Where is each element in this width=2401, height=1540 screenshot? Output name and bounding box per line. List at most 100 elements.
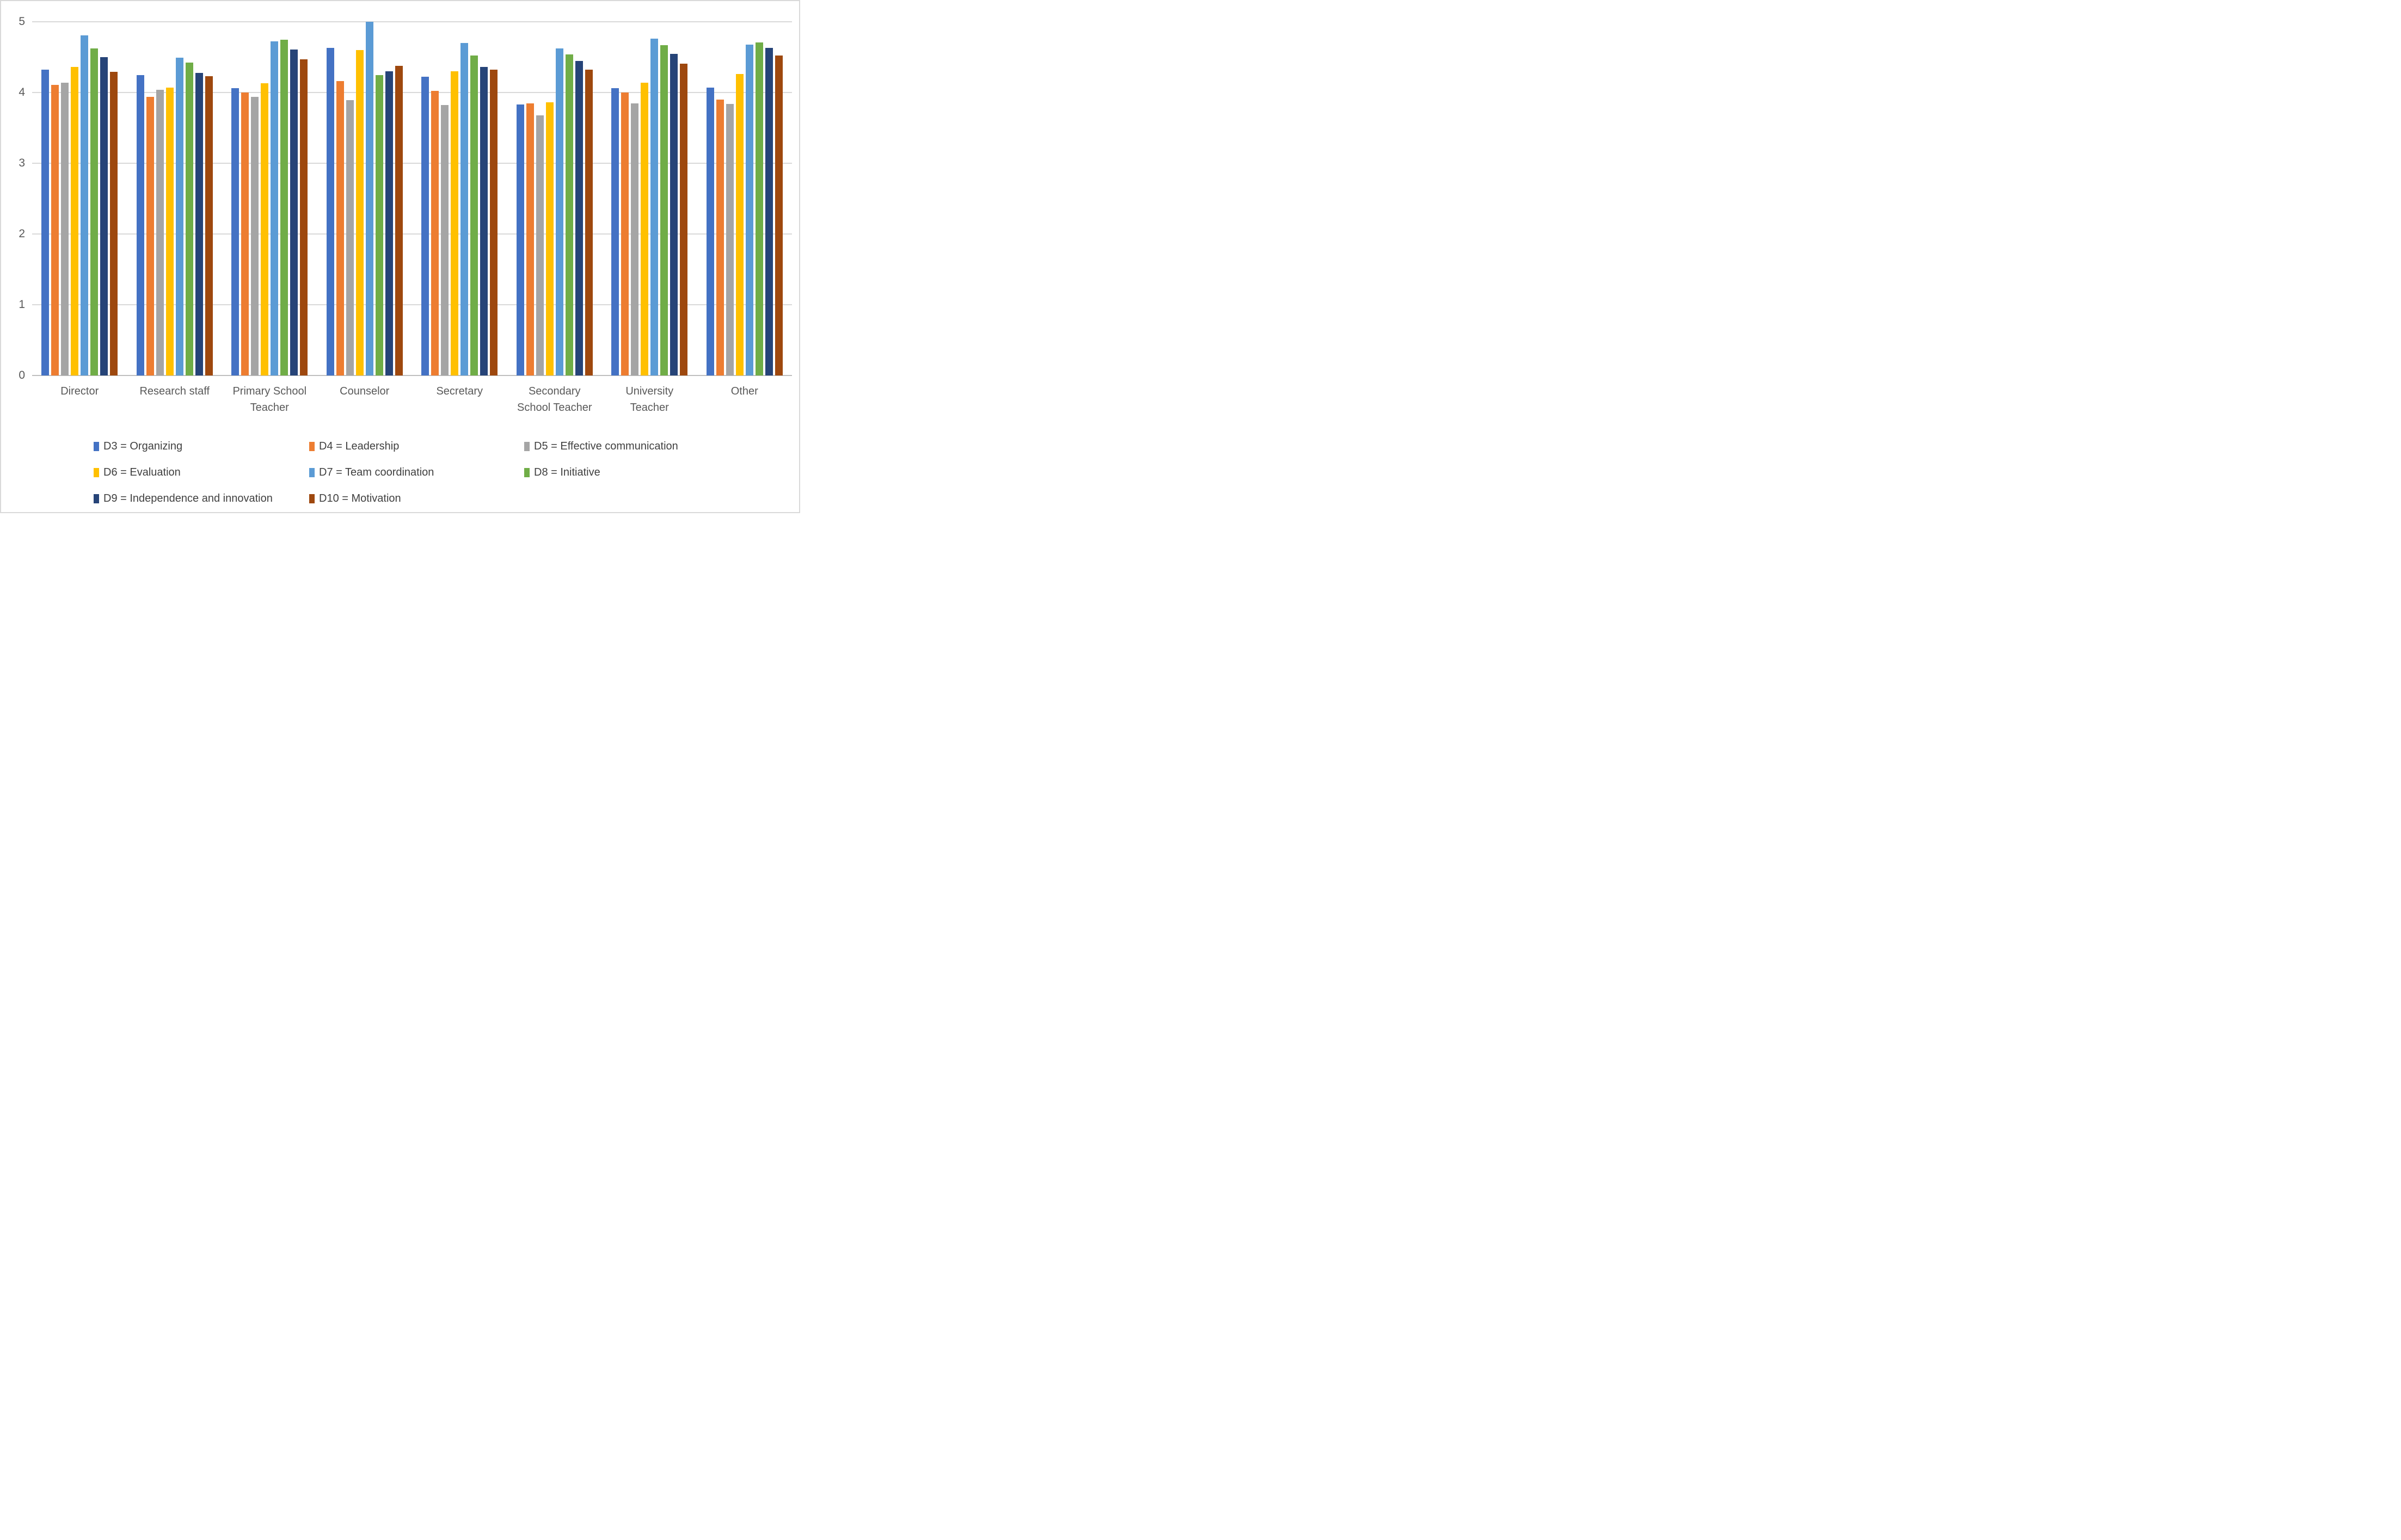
category-label-text: Director xyxy=(60,385,99,397)
bar-d3-3 xyxy=(231,88,240,375)
legend-label-d4: D4 = Leadership xyxy=(319,440,400,452)
legend: D3 = Organizing D4 = Leadership D5 = Effec… xyxy=(94,433,769,512)
bar-d9-7 xyxy=(670,53,678,375)
category-label-text: Other xyxy=(730,385,758,397)
bar-d9-4 xyxy=(385,71,393,375)
bar-d6-3 xyxy=(261,83,269,375)
gridline-5 xyxy=(32,21,792,22)
legend-item-d6: D6 = Evaluation xyxy=(94,466,309,479)
bar-d8-3 xyxy=(280,39,288,375)
bar-group-1 xyxy=(32,22,127,375)
bar-d8-2 xyxy=(185,63,193,375)
bar-d5-6 xyxy=(536,115,544,375)
bar-d6-8 xyxy=(735,74,744,375)
category-label-3: Primary School Teacher xyxy=(222,383,317,416)
bar-d5-2 xyxy=(156,89,164,375)
bar-d6-4 xyxy=(355,50,364,375)
legend-swatch-icon-d5 xyxy=(524,441,530,451)
bar-d10-4 xyxy=(395,65,403,375)
plot-area xyxy=(32,22,792,375)
bar-d10-2 xyxy=(205,76,213,375)
bar-d5-5 xyxy=(441,105,449,375)
legend-swatch-icon-d4 xyxy=(309,441,315,451)
legend-label-d5: D5 = Effective communication xyxy=(534,440,678,452)
bar-d6-1 xyxy=(71,67,79,375)
bar-group-8 xyxy=(697,22,793,375)
bar-d3-6 xyxy=(516,104,524,375)
bar-d5-3 xyxy=(251,96,259,375)
bar-d9-2 xyxy=(195,72,203,375)
legend-label-d6: D6 = Evaluation xyxy=(103,466,181,478)
bar-d8-1 xyxy=(90,48,99,375)
bar-d9-6 xyxy=(575,60,583,375)
y-tick-label-5: 5 xyxy=(19,15,25,28)
legend-item-d8: D8 = Initiative xyxy=(524,466,769,479)
legend-item-d10: D10 = Motivation xyxy=(309,492,524,505)
x-axis-labels: Director Research staff Primary School Tea… xyxy=(32,383,792,416)
bar-d7-5 xyxy=(460,43,469,375)
category-label-8: Other xyxy=(697,383,793,416)
bar-d4-7 xyxy=(621,93,629,375)
legend-item-d9: D9 = Independence and innovation xyxy=(94,492,309,505)
bar-d7-1 xyxy=(81,35,89,375)
bar-d10-1 xyxy=(110,72,118,375)
legend-item-d4: D4 = Leadership xyxy=(309,440,524,453)
y-tick-label-1: 1 xyxy=(19,298,25,311)
gridline-0 xyxy=(32,375,792,376)
y-tick-label-4: 4 xyxy=(19,86,25,98)
legend-swatch-icon-d9 xyxy=(94,494,99,503)
bar-group-2 xyxy=(127,22,223,375)
legend-label-d3: D3 = Organizing xyxy=(103,440,183,452)
bar-d9-1 xyxy=(100,57,108,375)
bar-d9-8 xyxy=(765,48,773,375)
bar-d7-6 xyxy=(555,48,563,375)
category-label-text: Research staff xyxy=(139,385,210,397)
bar-d4-6 xyxy=(526,103,534,375)
bar-d10-6 xyxy=(585,70,593,375)
bar-d8-5 xyxy=(470,56,478,375)
category-label-text: University Teacher xyxy=(625,385,674,414)
bar-d10-3 xyxy=(300,59,308,375)
legend-swatch-icon-d3 xyxy=(94,441,99,451)
bar-d4-1 xyxy=(51,84,59,375)
legend-swatch-icon-d10 xyxy=(309,494,315,503)
bar-d9-5 xyxy=(480,67,488,375)
gridline-3 xyxy=(32,163,792,164)
category-label-4: Counselor xyxy=(317,383,413,416)
category-label-text: Counselor xyxy=(340,385,390,397)
bar-d5-4 xyxy=(346,100,354,375)
bar-d4-2 xyxy=(146,96,154,375)
bar-d5-1 xyxy=(61,82,69,375)
category-label-1: Director xyxy=(32,383,127,416)
bar-d7-3 xyxy=(271,41,279,375)
bar-d3-7 xyxy=(611,88,619,375)
legend-label-d10: D10 = Motivation xyxy=(319,492,401,504)
category-label-text: Secretary xyxy=(436,385,483,397)
bar-d3-1 xyxy=(41,70,50,375)
bar-d5-7 xyxy=(631,103,639,375)
gridline-2 xyxy=(32,233,792,235)
bar-d6-6 xyxy=(545,102,554,375)
bar-d10-7 xyxy=(680,63,688,375)
legend-label-d7: D7 = Team coordination xyxy=(319,466,434,478)
bar-group-3 xyxy=(222,22,317,375)
bar-d3-8 xyxy=(706,87,714,375)
category-label-text: Primary School Teacher xyxy=(232,385,307,414)
bar-group-5 xyxy=(412,22,507,375)
y-tick-label-0: 0 xyxy=(19,369,25,381)
bar-d4-5 xyxy=(431,91,439,375)
bar-d8-7 xyxy=(660,45,668,375)
bar-d3-2 xyxy=(136,75,144,375)
gridline-1 xyxy=(32,304,792,305)
legend-item-d7: D7 = Team coordination xyxy=(309,466,524,479)
bar-d6-2 xyxy=(165,87,174,375)
bar-d6-5 xyxy=(451,71,459,375)
bar-d9-3 xyxy=(290,49,298,375)
y-tick-label-2: 2 xyxy=(19,227,25,240)
bar-d7-8 xyxy=(745,44,753,375)
legend-swatch-icon-d7 xyxy=(309,467,315,477)
bar-d4-8 xyxy=(716,100,724,375)
category-label-6: Secondary School Teacher xyxy=(507,383,603,416)
gridline-4 xyxy=(32,92,792,93)
bar-d8-8 xyxy=(755,42,763,375)
